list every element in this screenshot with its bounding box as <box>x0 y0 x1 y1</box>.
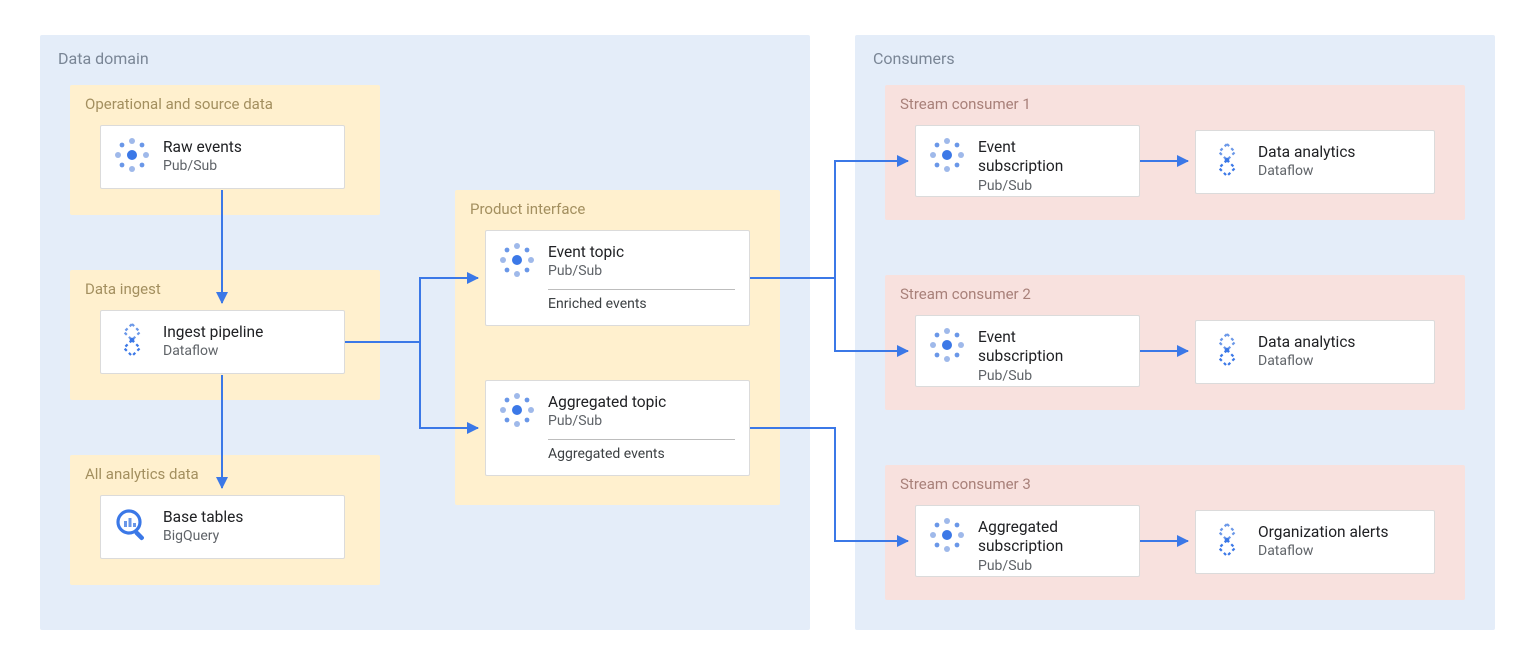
card-c2-an-sub: Dataflow <box>1258 353 1420 371</box>
card-c1-an-title: Data analytics <box>1258 143 1420 162</box>
dataflow-icon <box>113 321 151 359</box>
card-c1-an-sub: Dataflow <box>1258 163 1420 181</box>
group-operational-title: Operational and source data <box>85 95 273 113</box>
card-c3-an-title: Organization alerts <box>1258 523 1420 542</box>
card-agg-topic-extra: Aggregated events <box>548 446 735 462</box>
pubsub-icon <box>928 326 966 364</box>
card-base-tables-sub: BigQuery <box>163 528 330 546</box>
divider <box>548 289 735 290</box>
pubsub-icon <box>928 516 966 554</box>
pubsub-icon <box>113 136 151 174</box>
card-event-topic-title: Event topic <box>548 243 735 262</box>
card-c3-sub-sub: Pub/Sub <box>978 558 1125 576</box>
card-raw-events-sub: Pub/Sub <box>163 158 330 176</box>
card-event-topic-sub: Pub/Sub <box>548 263 735 281</box>
group-data-ingest-title: Data ingest <box>85 280 161 298</box>
group-consumer-3-title: Stream consumer 3 <box>900 475 1031 493</box>
card-c3-an-sub: Dataflow <box>1258 543 1420 561</box>
card-c1-sub-sub: Pub/Sub <box>978 178 1125 196</box>
card-agg-topic-sub: Pub/Sub <box>548 413 735 431</box>
card-ingest-title: Ingest pipeline <box>163 323 330 342</box>
card-c2-sub-sub: Pub/Sub <box>978 368 1125 386</box>
pubsub-icon <box>928 136 966 174</box>
pubsub-icon <box>498 391 536 429</box>
card-aggregated-topic: Aggregated topic Pub/Sub Aggregated even… <box>485 380 750 476</box>
group-analytics-title: All analytics data <box>85 465 199 483</box>
card-ingest-pipeline: Ingest pipeline Dataflow <box>100 310 345 374</box>
card-c2-analytics: Data analytics Dataflow <box>1195 320 1435 384</box>
dataflow-icon <box>1208 331 1246 369</box>
card-raw-events-title: Raw events <box>163 138 330 157</box>
card-c2-an-title: Data analytics <box>1258 333 1420 352</box>
card-c2-sub-title: Eventsubscription <box>978 328 1098 367</box>
group-product-interface-title: Product interface <box>470 200 585 218</box>
card-agg-topic-title: Aggregated topic <box>548 393 735 412</box>
card-event-topic-extra: Enriched events <box>548 296 735 312</box>
bigquery-icon <box>113 506 151 544</box>
card-c3-alerts: Organization alerts Dataflow <box>1195 510 1435 574</box>
card-ingest-sub: Dataflow <box>163 343 330 361</box>
card-c1-subscription: Eventsubscription Pub/Sub <box>915 125 1140 197</box>
card-c3-subscription: Aggregatedsubscription Pub/Sub <box>915 505 1140 577</box>
group-consumer-2-title: Stream consumer 2 <box>900 285 1031 303</box>
panel-data-domain-title: Data domain <box>58 49 149 68</box>
card-base-tables: Base tables BigQuery <box>100 495 345 559</box>
card-base-tables-title: Base tables <box>163 508 330 527</box>
pubsub-icon <box>498 241 536 279</box>
card-c3-sub-title: Aggregatedsubscription <box>978 518 1108 557</box>
card-c1-sub-title: Eventsubscription <box>978 138 1098 177</box>
card-raw-events: Raw events Pub/Sub <box>100 125 345 189</box>
divider <box>548 439 735 440</box>
dataflow-icon <box>1208 521 1246 559</box>
card-event-topic: Event topic Pub/Sub Enriched events <box>485 230 750 326</box>
panel-consumers-title: Consumers <box>873 49 955 68</box>
dataflow-icon <box>1208 141 1246 179</box>
card-c2-subscription: Eventsubscription Pub/Sub <box>915 315 1140 387</box>
group-consumer-1-title: Stream consumer 1 <box>900 95 1031 113</box>
card-c1-analytics: Data analytics Dataflow <box>1195 130 1435 194</box>
